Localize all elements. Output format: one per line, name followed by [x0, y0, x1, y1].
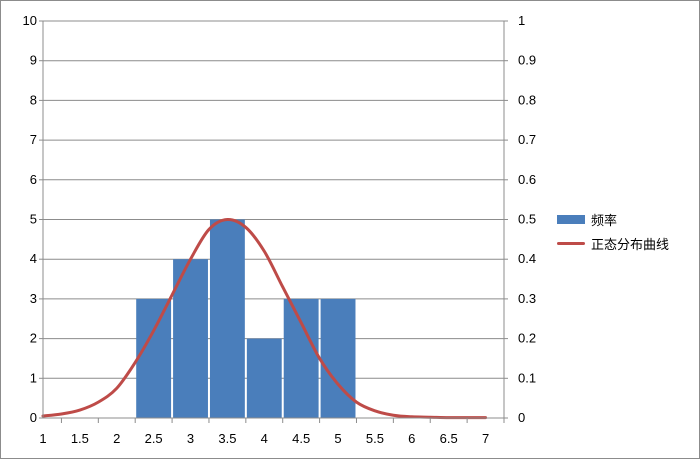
histogram-bar — [320, 298, 356, 418]
x-tick-label: 5.5 — [366, 431, 384, 446]
y-right-tick-label: 0.5 — [518, 212, 536, 227]
x-tick-label: 6.5 — [440, 431, 458, 446]
normal-curve-line — [41, 217, 488, 420]
legend-line-label: 正态分布曲线 — [591, 237, 670, 253]
y-left-tick-label: 3 — [30, 291, 37, 306]
y-right-tick-label: 0.9 — [518, 53, 536, 68]
x-tick-label: 1.5 — [71, 431, 89, 446]
histogram-bar — [283, 298, 319, 418]
legend-line-swatch — [557, 241, 585, 245]
y-right-tick-label: 0.4 — [518, 251, 536, 266]
y-right-tick-label: 0.3 — [518, 291, 536, 306]
grid-layer — [43, 20, 504, 379]
x-tick-label: 1 — [39, 431, 46, 446]
histogram-bar — [173, 259, 208, 418]
y-right-tick-label: 0.1 — [518, 370, 536, 385]
y-left-tick-label: 10 — [23, 13, 37, 28]
y-right-tick-label: 0.7 — [518, 132, 536, 147]
y-left-tick-label: 1 — [30, 370, 37, 385]
axis-layer: 01234567891000.10.20.30.40.50.60.70.80.9… — [23, 13, 537, 446]
y-right-tick-label: 0.2 — [518, 331, 536, 346]
y-left-tick-label: 6 — [30, 172, 37, 187]
legend-bar-swatch — [557, 214, 585, 224]
y-left-tick-label: 9 — [30, 53, 37, 68]
legend-item-line: 正态分布曲线 — [557, 231, 669, 255]
x-tick-label: 6 — [408, 431, 415, 446]
y-right-tick-label: 1 — [518, 13, 525, 28]
y-left-tick-label: 4 — [30, 251, 37, 266]
y-left-tick-label: 0 — [30, 410, 37, 425]
x-tick-label: 2 — [113, 431, 120, 446]
line-layer — [41, 217, 488, 420]
x-tick-label: 5 — [334, 431, 341, 446]
x-tick-label: 2.5 — [145, 431, 163, 446]
y-left-tick-label: 8 — [30, 92, 37, 107]
y-right-tick-label: 0 — [518, 410, 525, 425]
histogram-bar — [136, 298, 172, 418]
y-right-tick-label: 0.8 — [518, 92, 536, 107]
x-tick-label: 4 — [261, 431, 268, 446]
bar-layer — [136, 219, 356, 418]
y-left-tick-label: 5 — [30, 212, 37, 227]
y-left-tick-label: 2 — [30, 331, 37, 346]
x-tick-label: 4.5 — [292, 431, 310, 446]
y-right-tick-label: 0.6 — [518, 172, 536, 187]
x-tick-label: 3.5 — [218, 431, 236, 446]
histogram-bar — [246, 338, 282, 418]
legend: 频率 正态分布曲线 — [557, 207, 669, 255]
legend-item-bar: 频率 — [557, 207, 669, 231]
legend-bar-label: 频率 — [591, 213, 618, 229]
histogram-bar — [209, 219, 245, 418]
x-tick-label: 7 — [482, 431, 489, 446]
y-left-tick-label: 7 — [30, 132, 37, 147]
x-tick-label: 3 — [187, 431, 194, 446]
